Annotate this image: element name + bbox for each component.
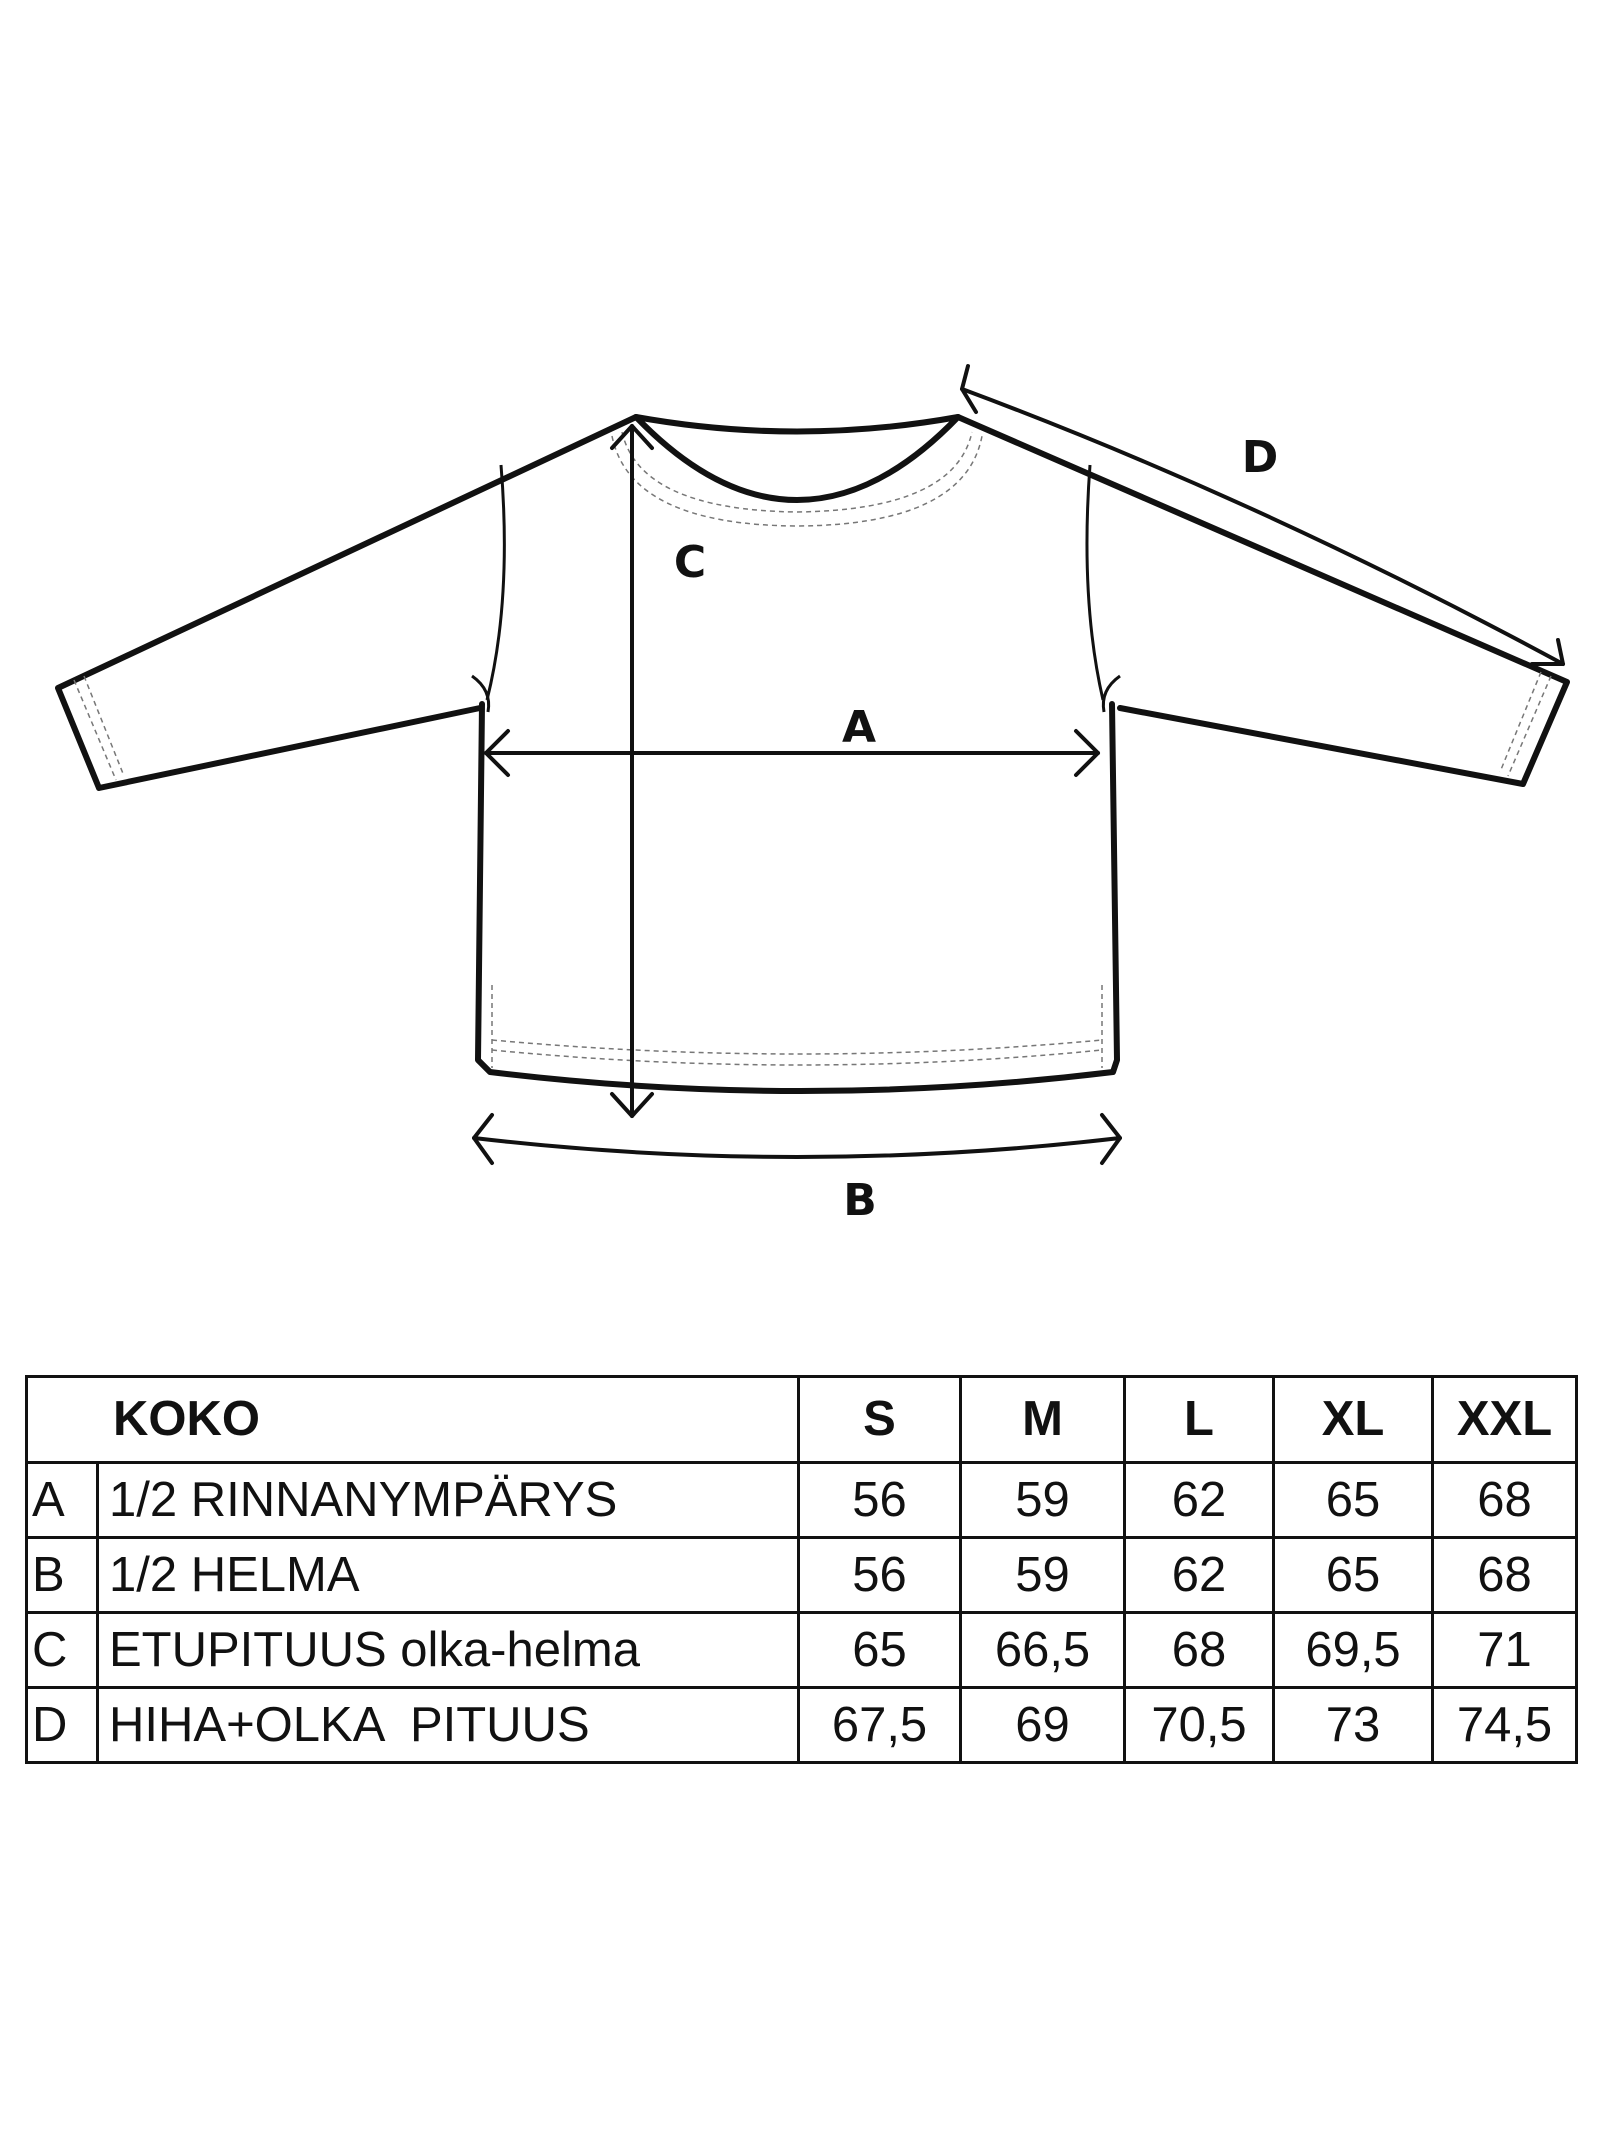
- cell: 69: [959, 1686, 1126, 1764]
- row-letter: A: [25, 1461, 99, 1539]
- cell: 71: [1431, 1611, 1578, 1689]
- cell: 56: [797, 1536, 962, 1614]
- size-table: KOKO S M L XL XXL A 1/2 RINNANYMPÄRYS 56…: [25, 1375, 1578, 1764]
- row-name: ETUPITUUS olka-helma: [96, 1611, 800, 1689]
- row-letter: B: [25, 1536, 99, 1614]
- stitching: [73, 431, 1552, 1068]
- header-size: M: [959, 1375, 1126, 1464]
- arrow-c: [610, 424, 654, 1118]
- cell: 66,5: [959, 1611, 1126, 1689]
- cell: 65: [797, 1611, 962, 1689]
- arrow-b: [472, 1113, 1122, 1165]
- cell: 59: [959, 1461, 1126, 1539]
- cell: 62: [1123, 1536, 1275, 1614]
- cell: 67,5: [797, 1686, 962, 1764]
- measurement-arrows: [472, 364, 1565, 1165]
- arrow-a: [484, 729, 1100, 777]
- label-b: B: [843, 1175, 877, 1226]
- cell: 62: [1123, 1461, 1275, 1539]
- label-c: C: [674, 537, 706, 588]
- header-koko: KOKO: [25, 1375, 800, 1464]
- cell: 68: [1431, 1536, 1578, 1614]
- arrow-d: [960, 364, 1565, 666]
- cell: 59: [959, 1536, 1126, 1614]
- row-name: 1/2 RINNANYMPÄRYS: [96, 1461, 800, 1539]
- table-row: C ETUPITUUS olka-helma 65 66,5 68 69,5 7…: [25, 1611, 1578, 1689]
- cell: 68: [1123, 1611, 1275, 1689]
- header-size: L: [1123, 1375, 1275, 1464]
- shirt-outline: [55, 414, 1570, 1094]
- cell: 68: [1431, 1461, 1578, 1539]
- label-d: D: [1242, 432, 1279, 483]
- cell: 56: [797, 1461, 962, 1539]
- cell: 65: [1272, 1461, 1434, 1539]
- header-size: XXL: [1431, 1375, 1578, 1464]
- row-letter: D: [25, 1686, 99, 1764]
- row-name: HIHA+OLKA PITUUS: [96, 1686, 800, 1764]
- table-row: D HIHA+OLKA PITUUS 67,5 69 70,5 73 74,5: [25, 1686, 1578, 1764]
- header-size: S: [797, 1375, 962, 1464]
- cell: 70,5: [1123, 1686, 1275, 1764]
- table-row: B 1/2 HELMA 56 59 62 65 68: [25, 1536, 1578, 1614]
- seam-lines: [471, 464, 1121, 713]
- cell: 69,5: [1272, 1611, 1434, 1689]
- header-size: XL: [1272, 1375, 1434, 1464]
- cell: 65: [1272, 1536, 1434, 1614]
- cell: 73: [1272, 1686, 1434, 1764]
- garment-diagram: A B C D: [55, 364, 1570, 1226]
- label-a: A: [842, 702, 876, 753]
- table-header-row: KOKO S M L XL XXL: [25, 1375, 1578, 1464]
- row-name: 1/2 HELMA: [96, 1536, 800, 1614]
- table-row: A 1/2 RINNANYMPÄRYS 56 59 62 65 68: [25, 1461, 1578, 1539]
- row-letter: C: [25, 1611, 99, 1689]
- cell: 74,5: [1431, 1686, 1578, 1764]
